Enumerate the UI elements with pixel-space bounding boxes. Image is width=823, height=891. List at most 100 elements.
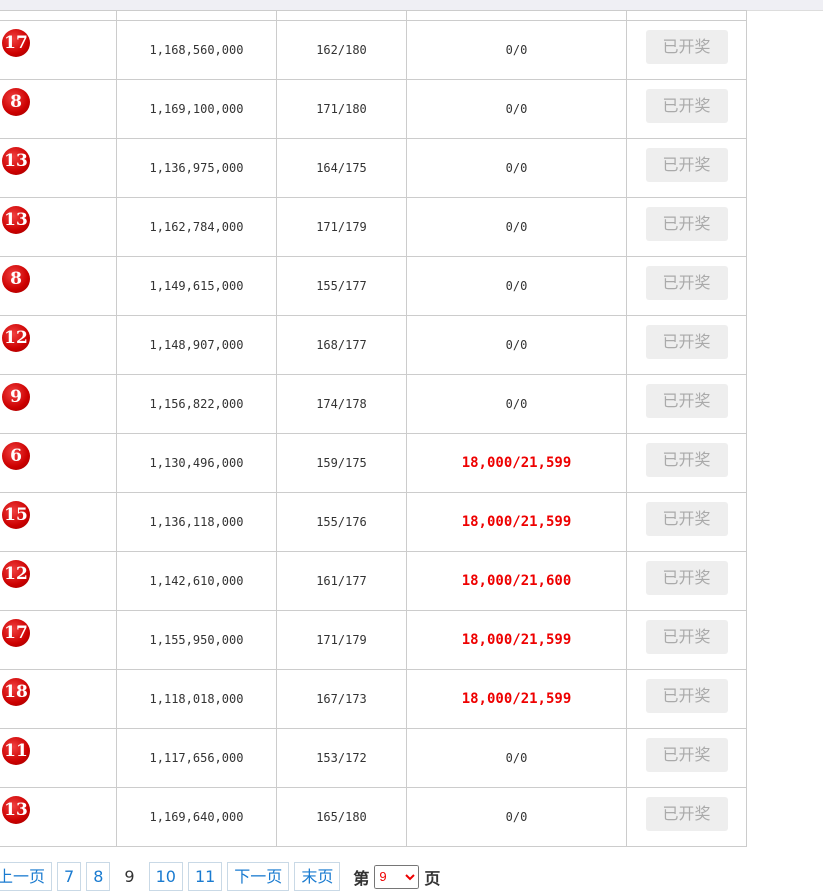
ball-cell: 8 (0, 256, 117, 316)
page-link-10[interactable]: 10 (148, 862, 183, 891)
number-ball: 18 (2, 678, 30, 706)
status-cell: 已开奖 (626, 20, 747, 80)
prev-page-link[interactable]: 上一页 (0, 862, 53, 891)
ratio-cell: 168/177 (276, 315, 407, 375)
drawn-button[interactable]: 已开奖 (645, 679, 728, 713)
page-label-before: 第 (353, 868, 370, 888)
prize-cell: 0/0 (406, 728, 627, 788)
drawn-button[interactable]: 已开奖 (645, 89, 728, 123)
prize-cell: 0/0 (406, 787, 627, 847)
next-page-link[interactable]: 下一页 (227, 862, 290, 891)
ball-cell: 13 (0, 138, 117, 198)
prize-cell: 18,000/21,599 (406, 610, 627, 670)
drawn-button[interactable]: 已开奖 (645, 266, 728, 300)
amount-cell: 1,169,100,000 (116, 79, 277, 139)
drawn-button[interactable]: 已开奖 (645, 325, 728, 359)
prize-cell: 18,000/21,599 (406, 669, 627, 729)
prize-value: 0/0 (505, 279, 528, 293)
table-row: 12 1,148,907,000 168/177 0/0 已开奖 (0, 315, 747, 375)
number-ball: 12 (2, 560, 30, 588)
drawn-button[interactable]: 已开奖 (645, 148, 728, 182)
ball-cell: 13 (0, 197, 117, 257)
ball-cell: 8 (0, 79, 117, 139)
table-row: 8 1,169,100,000 171/180 0/0 已开奖 (0, 79, 747, 139)
prize-value: 18,000/21,600 (461, 573, 572, 589)
drawn-button[interactable]: 已开奖 (645, 502, 728, 536)
number-ball: 9 (2, 383, 30, 411)
table-row: 17 1,168,560,000 162/180 0/0 已开奖 (0, 20, 747, 80)
amount-cell: 1,169,640,000 (116, 787, 277, 847)
prize-value: 0/0 (505, 397, 528, 411)
last-page-link[interactable]: 末页 (294, 862, 341, 891)
table-row: 6 1,130,496,000 159/175 18,000/21,599 已开… (0, 433, 747, 493)
drawn-button[interactable]: 已开奖 (645, 620, 728, 654)
ratio-cell: 165/180 (276, 787, 407, 847)
page-link-7[interactable]: 7 (57, 862, 82, 891)
status-cell: 已开奖 (626, 787, 747, 847)
page-link-11[interactable]: 11 (187, 862, 223, 891)
prize-cell: 0/0 (406, 138, 627, 198)
ratio-cell: 164/175 (276, 138, 407, 198)
table-row: 12 1,142,610,000 161/177 18,000/21,600 已… (0, 551, 747, 611)
status-cell: 已开奖 (626, 728, 747, 788)
prize-cell: 18,000/21,599 (406, 492, 627, 552)
number-ball: 11 (2, 737, 30, 765)
ratio-cell: 159/175 (276, 433, 407, 493)
ball-cell: 11 (0, 728, 117, 788)
drawn-button[interactable]: 已开奖 (645, 561, 728, 595)
status-cell: 已开奖 (626, 433, 747, 493)
status-cell: 已开奖 (626, 197, 747, 257)
number-ball: 17 (2, 619, 30, 647)
drawn-button[interactable]: 已开奖 (645, 797, 728, 831)
prize-value: 18,000/21,599 (461, 514, 572, 530)
header-row-stub (0, 10, 747, 21)
status-cell: 已开奖 (626, 610, 747, 670)
prize-value: 0/0 (505, 751, 528, 765)
drawn-button[interactable]: 已开奖 (645, 30, 728, 64)
ratio-cell: 161/177 (276, 551, 407, 611)
amount-cell: 1,136,975,000 (116, 138, 277, 198)
ratio-cell: 155/176 (276, 492, 407, 552)
page-select[interactable]: 9 (374, 864, 420, 889)
results-table: 17 1,168,560,000 162/180 0/0 已开奖 8 1,169,… (0, 10, 747, 847)
number-ball: 17 (2, 29, 30, 57)
drawn-button[interactable]: 已开奖 (645, 738, 728, 772)
number-ball: 8 (2, 265, 30, 293)
prize-cell: 0/0 (406, 374, 627, 434)
table-row: 9 1,156,822,000 174/178 0/0 已开奖 (0, 374, 747, 434)
drawn-button[interactable]: 已开奖 (645, 384, 728, 418)
prize-value: 18,000/21,599 (461, 632, 572, 648)
ratio-cell: 167/173 (276, 669, 407, 729)
pagination: 上一页 7 8 9 10 11 下一页 末页 第 9 页 (0, 862, 440, 891)
amount-cell: 1,136,118,000 (116, 492, 277, 552)
ball-cell: 12 (0, 551, 117, 611)
prize-cell: 0/0 (406, 315, 627, 375)
ball-cell: 12 (0, 315, 117, 375)
amount-cell: 1,156,822,000 (116, 374, 277, 434)
prize-value: 18,000/21,599 (461, 691, 572, 707)
table-row: 13 1,136,975,000 164/175 0/0 已开奖 (0, 138, 747, 198)
status-cell: 已开奖 (626, 551, 747, 611)
table-row: 17 1,155,950,000 171/179 18,000/21,599 已… (0, 610, 747, 670)
prize-value: 0/0 (505, 161, 528, 175)
ratio-cell: 171/179 (276, 197, 407, 257)
number-ball: 8 (2, 88, 30, 116)
number-ball: 6 (2, 442, 30, 470)
prize-value: 0/0 (505, 102, 528, 116)
status-cell: 已开奖 (626, 669, 747, 729)
table-row: 15 1,136,118,000 155/176 18,000/21,599 已… (0, 492, 747, 552)
page-link-8[interactable]: 8 (86, 862, 111, 891)
ball-cell: 9 (0, 374, 117, 434)
ratio-cell: 171/180 (276, 79, 407, 139)
ratio-cell: 155/177 (276, 256, 407, 316)
prize-value: 0/0 (505, 810, 528, 824)
ratio-cell: 174/178 (276, 374, 407, 434)
drawn-button[interactable]: 已开奖 (645, 443, 728, 477)
drawn-button[interactable]: 已开奖 (645, 207, 728, 241)
status-cell: 已开奖 (626, 256, 747, 316)
prize-cell: 0/0 (406, 20, 627, 80)
amount-cell: 1,168,560,000 (116, 20, 277, 80)
prize-cell: 18,000/21,599 (406, 433, 627, 493)
table-row: 18 1,118,018,000 167/173 18,000/21,599 已… (0, 669, 747, 729)
prize-cell: 0/0 (406, 256, 627, 316)
